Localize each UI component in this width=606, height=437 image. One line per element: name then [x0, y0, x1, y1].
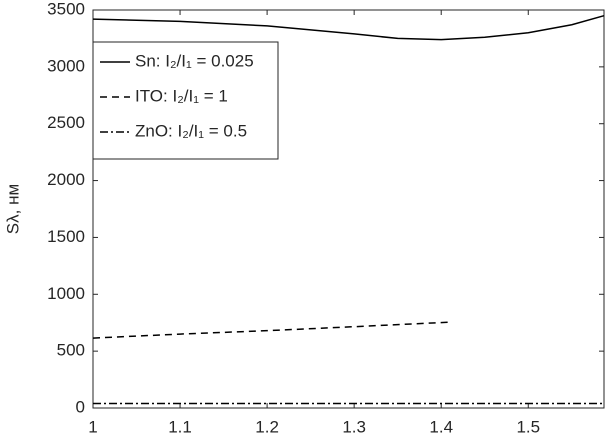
- y-tick-label: 3000: [47, 56, 85, 75]
- x-tick-label: 1: [88, 417, 97, 436]
- y-tick-label: 0: [76, 397, 85, 416]
- legend-label: Sn: I₂/I₁ = 0.025: [135, 51, 254, 70]
- x-tick-label: 1.1: [168, 417, 192, 436]
- y-tick-label: 500: [57, 341, 85, 360]
- y-tick-label: 2500: [47, 113, 85, 132]
- legend-label: ZnO: I₂/I₁ = 0.5: [135, 121, 247, 140]
- y-tick-label: 1500: [47, 227, 85, 246]
- x-tick-label: 1.3: [342, 417, 366, 436]
- legend-label: ITO: I₂/I₁ = 1: [135, 86, 228, 105]
- x-tick-label: 1.2: [255, 417, 279, 436]
- series-line: [92, 321, 450, 339]
- x-tick-label: 1.5: [516, 417, 540, 436]
- y-tick-label: 2000: [47, 170, 85, 189]
- x-tick-label: 1.4: [429, 417, 453, 436]
- series-line: [92, 14, 605, 41]
- y-tick-label: 3500: [47, 0, 85, 18]
- y-tick-label: 1000: [47, 284, 85, 303]
- y-axis-label: Sλ, нм: [3, 184, 22, 234]
